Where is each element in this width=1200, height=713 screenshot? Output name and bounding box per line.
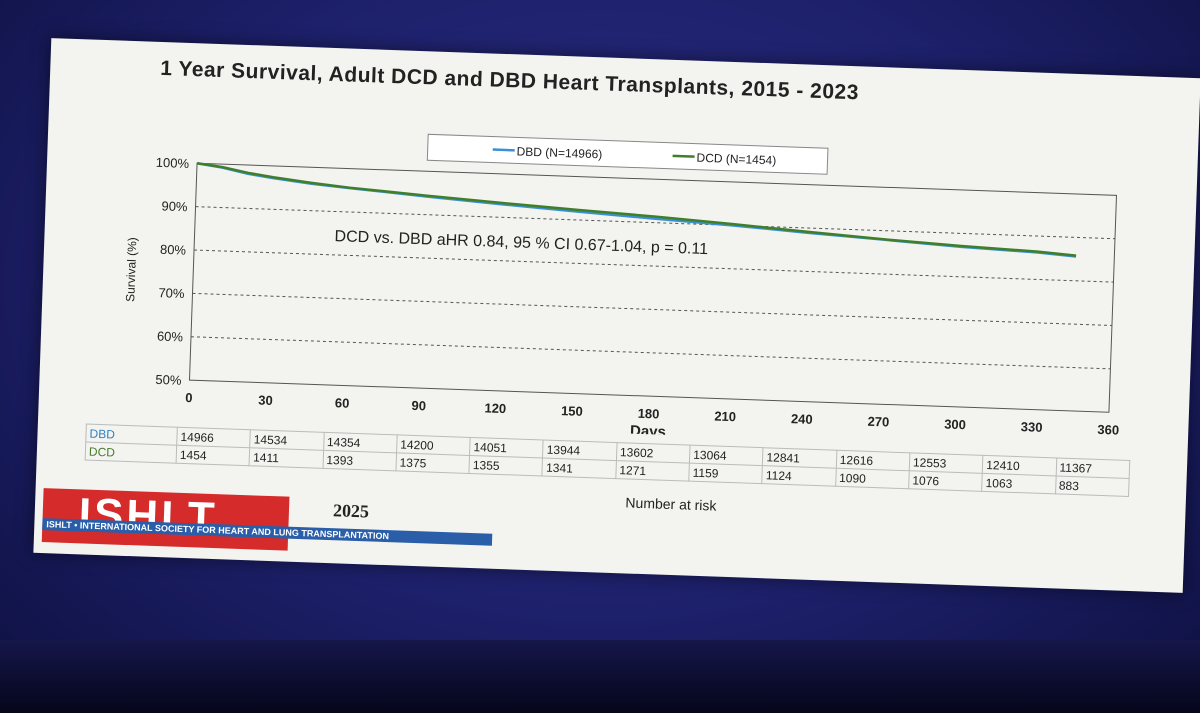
- x-tick-label: 300: [944, 416, 966, 432]
- stage-floor: [0, 640, 1200, 713]
- gridline: [195, 206, 1115, 240]
- legend-swatch: [492, 148, 515, 152]
- y-tick-label: 80%: [160, 242, 187, 258]
- x-tick-label: 150: [561, 403, 583, 419]
- x-tick-label: 120: [484, 400, 506, 416]
- x-tick-label: 180: [637, 406, 659, 422]
- risk-cell: 883: [1055, 475, 1130, 497]
- x-tick-label: 0: [185, 390, 193, 405]
- hazard-ratio-annotation: DCD vs. DBD aHR 0.84, 95 % CI 0.67-1.04,…: [334, 228, 708, 258]
- gridline: [190, 336, 1111, 370]
- logo-year: 2025: [332, 500, 370, 522]
- risk-row-label: DCD: [85, 442, 177, 464]
- slide-title: 1 Year Survival, Adult DCD and DBD Heart…: [159, 56, 860, 105]
- x-tick-label: 360: [1097, 422, 1119, 438]
- plot-frame: [188, 162, 1118, 413]
- risk-cell: 1355: [469, 455, 543, 476]
- legend-box: [426, 133, 829, 175]
- x-tick-label: 240: [791, 411, 813, 427]
- risk-cell: 1375: [395, 452, 470, 474]
- projected-slide: 1 Year Survival, Adult DCD and DBD Heart…: [33, 38, 1200, 593]
- number-at-risk-title: Number at risk: [625, 494, 717, 514]
- x-tick-label: 330: [1021, 419, 1043, 435]
- ishlt-logo: ISHLT ISHLT • INTERNATIONAL SOCIETY FOR …: [41, 488, 494, 560]
- survival-chart: 50% 60% 70% 80% 90% 100% 0 30 60 90 120 150 180 210 24…: [123, 133, 1119, 441]
- risk-cell: 1090: [835, 468, 910, 489]
- legend-entry: DCD (N=1454): [696, 151, 776, 168]
- gridline: [192, 292, 1112, 326]
- risk-cell: 1124: [762, 465, 836, 487]
- risk-cell: 1271: [615, 460, 690, 482]
- y-tick-label: 70%: [158, 285, 185, 301]
- x-tick-label: 60: [335, 395, 350, 410]
- y-tick-label: 60%: [157, 329, 184, 345]
- legend-swatch: [672, 154, 695, 158]
- series-line-dcd: [196, 162, 1077, 257]
- y-tick-label: 50%: [155, 372, 182, 388]
- risk-cell: 1393: [322, 450, 397, 471]
- risk-cell: 1159: [688, 463, 763, 484]
- risk-cell: 1454: [176, 445, 250, 466]
- risk-cell: 1341: [542, 458, 617, 479]
- risk-cell: 1063: [981, 473, 1056, 494]
- y-tick-label: 90%: [161, 198, 188, 214]
- x-tick-label: 270: [867, 414, 889, 430]
- y-tick-label: 100%: [156, 155, 190, 171]
- x-tick-label: 210: [714, 408, 736, 424]
- risk-cell: 1076: [908, 470, 983, 492]
- x-axis-label: Days: [630, 423, 666, 441]
- risk-cell: 1411: [249, 447, 324, 469]
- x-tick-label: 90: [411, 398, 426, 413]
- legend-entry: DBD (N=14966): [516, 144, 602, 161]
- x-tick-label: 30: [258, 393, 273, 408]
- y-axis-label: Survival (%): [123, 237, 139, 302]
